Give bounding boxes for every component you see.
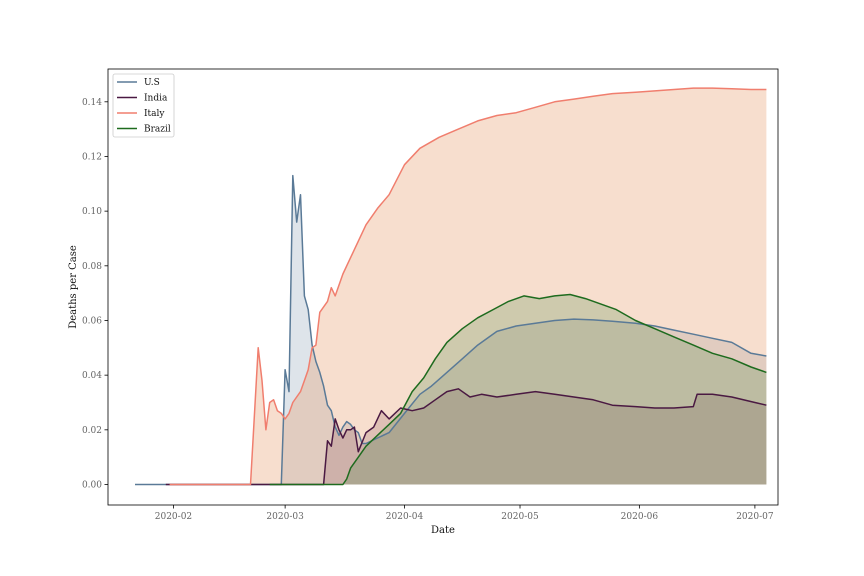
series-fill-1 xyxy=(165,388,767,485)
x-tick-label: 2020-03 xyxy=(266,512,304,522)
y-axis-label: Deaths per Case xyxy=(68,245,79,329)
y-tick-label: 0.04 xyxy=(82,371,102,381)
x-tick-label: 2020-04 xyxy=(386,512,424,522)
x-axis-ticks: 2020-02 2020-03 2020-04 2020-05 2020-06 2020-… xyxy=(155,505,774,522)
x-tick-label: 2020-07 xyxy=(736,512,774,522)
plot-frame xyxy=(107,68,779,506)
series-lines xyxy=(135,87,767,486)
series-line-1 xyxy=(165,388,767,486)
y-tick-label: 0.08 xyxy=(82,262,102,272)
series-fills xyxy=(135,88,767,485)
y-tick-label: 0.02 xyxy=(82,426,102,436)
series-fill-3 xyxy=(269,294,767,485)
legend-frame xyxy=(112,73,175,138)
x-axis-label: Date xyxy=(431,525,455,536)
x-tick-label: 2020-06 xyxy=(621,512,659,522)
legend-label-0: U.S xyxy=(144,78,160,88)
x-tick-label: 2020-05 xyxy=(501,512,539,522)
x-tick-label: 2020-02 xyxy=(155,512,192,522)
series-line-2 xyxy=(169,87,767,486)
legend-label-1: India xyxy=(144,94,168,104)
legend-label-2: Italy xyxy=(144,109,165,119)
series-line-3 xyxy=(269,293,767,486)
series-fill-0 xyxy=(135,175,767,485)
y-tick-label: 0.12 xyxy=(82,152,102,162)
y-tick-label: 0.00 xyxy=(82,480,102,490)
series-fill-2 xyxy=(169,88,767,485)
legend: U.S India Italy Brazil xyxy=(112,73,175,138)
legend-label-3: Brazil xyxy=(144,125,171,135)
y-tick-label: 0.10 xyxy=(82,207,102,217)
series-line-0 xyxy=(135,174,767,486)
y-tick-label: 0.14 xyxy=(82,98,102,108)
y-axis-ticks: 0.00 0.02 0.04 0.06 0.08 0.10 0.12 0.14 xyxy=(82,98,108,490)
y-tick-label: 0.06 xyxy=(82,316,102,326)
